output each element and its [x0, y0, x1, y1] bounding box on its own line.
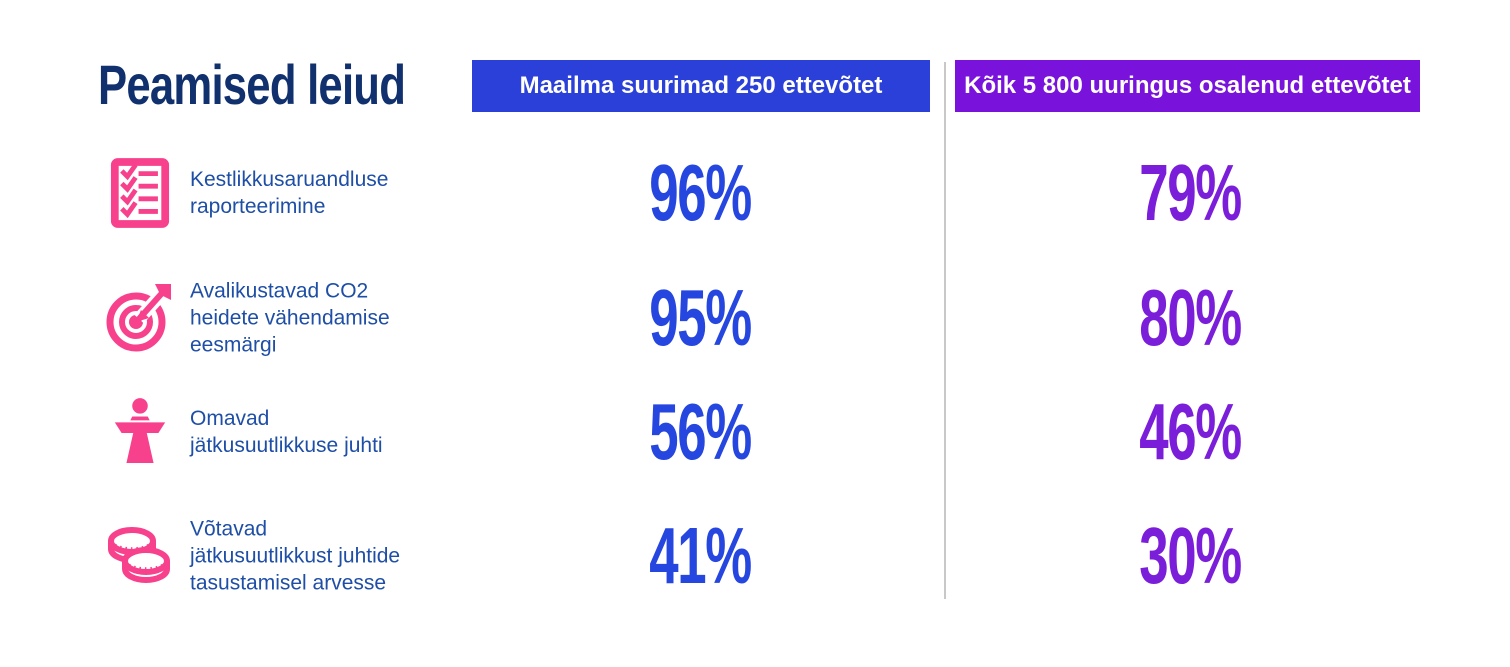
table-row: Omavad jätkusuutlikkuse juhti 56% 46% [0, 384, 1510, 480]
table-row: Võtavad jätkusuutlikkust juhtide tasusta… [0, 508, 1510, 604]
column-header-top250: Maailma suurimad 250 ettevõtet [472, 60, 930, 112]
checklist-icon [104, 155, 176, 231]
row-label: Avalikustavad CO2 heidete vähendamise ee… [190, 279, 390, 357]
value-all-companies: 46% [1139, 387, 1242, 476]
value-all-companies: 30% [1139, 511, 1242, 600]
target-icon [104, 280, 176, 356]
column-header-all-companies: Kõik 5 800 uuringus osalenud ettevõtet [955, 60, 1420, 112]
row-label: Kestlikkusaruandluse raporteerimine [190, 168, 389, 218]
value-all-companies: 80% [1139, 273, 1242, 362]
row-label: Omavad jätkusuutlikkuse juhti [190, 407, 383, 457]
column-divider [944, 62, 946, 599]
row-label: Võtavad jätkusuutlikkust juhtide tasusta… [190, 517, 401, 595]
coins-icon [104, 518, 176, 594]
page-title: Peamised leiud [98, 53, 406, 116]
podium-speaker-icon [104, 394, 176, 470]
value-top250: 56% [649, 387, 752, 476]
value-top250: 41% [649, 511, 752, 600]
value-top250: 96% [649, 148, 752, 237]
table-row: Kestlikkusaruandluse raporteerimine 96% … [0, 145, 1510, 241]
value-top250: 95% [649, 273, 752, 362]
value-all-companies: 79% [1139, 148, 1242, 237]
table-row: Avalikustavad CO2 heidete vähendamise ee… [0, 270, 1510, 366]
